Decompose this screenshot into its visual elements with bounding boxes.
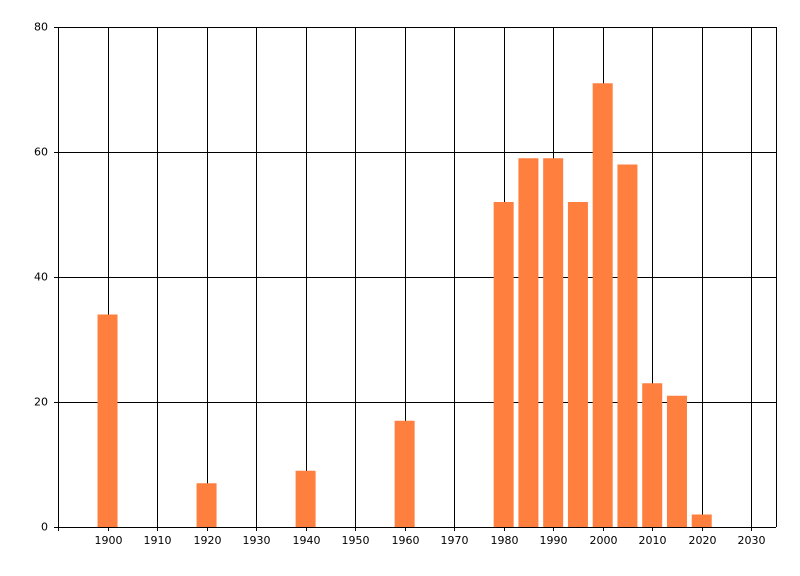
y-tick-label: 20: [34, 396, 48, 409]
x-tick-label: 2020: [689, 534, 717, 547]
y-tick-label: 80: [34, 21, 48, 34]
bar: [493, 202, 514, 527]
bar: [642, 383, 663, 527]
x-tick-label: 2030: [738, 534, 766, 547]
x-tick-label: 1980: [491, 534, 519, 547]
bar: [97, 314, 118, 527]
bar: [617, 164, 638, 527]
x-tick-label: 1900: [95, 534, 123, 547]
bar: [567, 202, 588, 527]
bar: [592, 83, 613, 527]
x-tick-label: 1920: [194, 534, 222, 547]
bar: [394, 420, 415, 527]
x-tick-label: 1910: [144, 534, 172, 547]
bar: [666, 395, 687, 527]
bar: [691, 514, 712, 527]
x-tick-label: 1940: [293, 534, 321, 547]
x-tick-label: 2010: [639, 534, 667, 547]
y-tick-label: 40: [34, 271, 48, 284]
x-tick-label: 1990: [540, 534, 568, 547]
bar: [295, 470, 316, 527]
y-tick-label: 60: [34, 146, 48, 159]
x-tick-label: 1960: [392, 534, 420, 547]
bar: [196, 483, 217, 527]
x-tick-label: 1950: [342, 534, 370, 547]
bar: [543, 158, 564, 527]
x-tick-label: 1970: [441, 534, 469, 547]
x-tick-label: 1930: [243, 534, 271, 547]
x-tick-label: 2000: [590, 534, 618, 547]
bar: [518, 158, 539, 527]
y-tick-label: 0: [41, 521, 48, 534]
